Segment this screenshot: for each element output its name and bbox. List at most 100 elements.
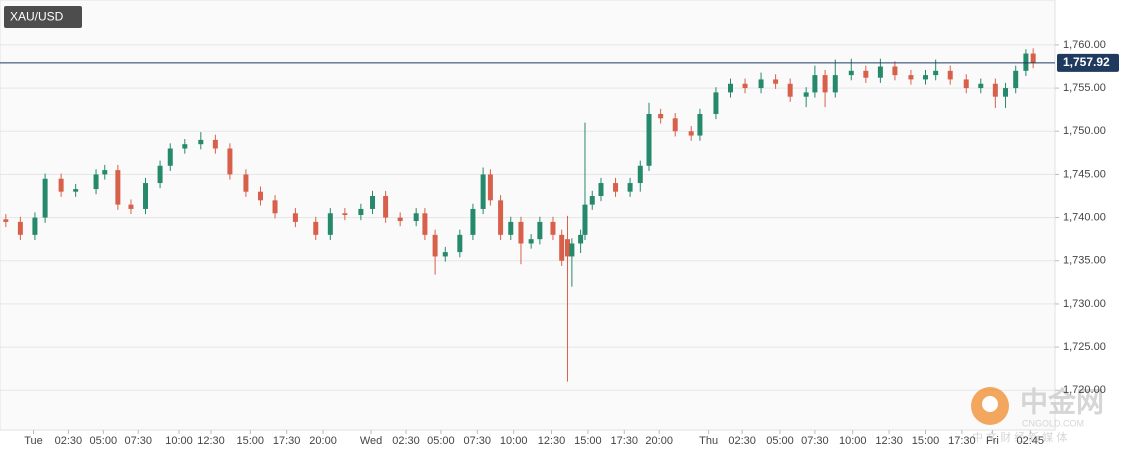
x-tick-label: 10:00	[165, 435, 193, 447]
candle-body	[578, 234, 584, 244]
x-tick-label: 05:00	[90, 435, 118, 447]
candle-body	[773, 79, 779, 84]
candle-body	[342, 213, 348, 215]
candle-body	[198, 139, 204, 145]
candle-body	[397, 217, 403, 222]
candle-body	[877, 66, 883, 78]
x-tick-label: 02:30	[392, 435, 420, 447]
candle-body	[358, 208, 364, 215]
candle-body	[212, 139, 218, 149]
candle-body	[947, 70, 953, 80]
x-tick-label: Thu	[699, 435, 718, 447]
candle-body	[508, 221, 514, 235]
x-tick-label: 05:00	[427, 435, 455, 447]
candle-body	[672, 118, 678, 132]
y-tick-label: 1,750.00	[1063, 125, 1106, 137]
candle-body	[537, 221, 543, 240]
candle-body	[313, 221, 319, 235]
x-tick-label: 17:30	[273, 435, 301, 447]
x-tick-label: 20:00	[309, 435, 337, 447]
candle-body	[832, 75, 838, 93]
x-tick-label: 20:00	[645, 435, 673, 447]
x-tick-label: Tue	[24, 435, 43, 447]
candle-body	[598, 183, 604, 197]
candle-body	[658, 113, 664, 119]
symbol-badge	[4, 6, 82, 28]
candle-body	[713, 92, 719, 114]
x-tick-label: 17:30	[948, 435, 976, 447]
x-tick-label: 12:30	[875, 435, 903, 447]
y-tick-label: 1,725.00	[1063, 341, 1106, 353]
candle-body	[613, 183, 619, 192]
candle-body	[480, 174, 486, 209]
candle-body	[413, 213, 419, 222]
candle-body	[892, 66, 898, 76]
y-tick-label: 1,720.00	[1063, 384, 1106, 396]
candle-body	[1013, 70, 1019, 89]
candle-body	[470, 208, 476, 235]
x-tick-label: 02:30	[55, 435, 83, 447]
x-tick-label: 17:30	[611, 435, 639, 447]
candle-body	[637, 165, 643, 184]
candle-body	[42, 178, 48, 218]
candle-body	[518, 221, 524, 244]
candle-body	[93, 174, 99, 190]
candle-body	[272, 200, 278, 214]
watermark-logo-inner	[982, 396, 998, 412]
candle-body	[73, 189, 79, 192]
y-tick-label: 1,740.00	[1063, 211, 1106, 223]
candle-body	[383, 196, 389, 218]
candle-body	[442, 252, 448, 257]
x-tick-label: 10:00	[500, 435, 528, 447]
candle-body	[978, 83, 984, 89]
candle-body	[559, 234, 565, 261]
candle-body	[697, 113, 703, 136]
candle-body	[550, 221, 556, 235]
x-tick-label: 15:00	[237, 435, 265, 447]
candle-body	[3, 219, 9, 222]
watermark-slogan: 中 文 财 经 新 媒 体	[972, 430, 1067, 444]
candle-body	[963, 79, 969, 89]
plot-area	[0, 0, 1056, 431]
watermark: 中金网 CNGOLD.COM 中 文 财 经 新 媒 体	[971, 385, 1104, 444]
candle-body	[487, 174, 493, 201]
candle-body	[688, 131, 694, 136]
candle-body	[115, 170, 121, 205]
candle-body	[992, 83, 998, 97]
candle-body	[370, 196, 376, 209]
candle-body	[327, 213, 333, 235]
x-tick-label: 02:45	[1016, 435, 1044, 447]
candle-body	[227, 148, 233, 175]
candle-body	[257, 191, 263, 201]
candle-body	[822, 75, 828, 93]
candle-body	[569, 243, 575, 257]
watermark-brand: 中金网	[1020, 385, 1104, 417]
candle-body	[167, 148, 173, 166]
x-tick-label: 07:30	[464, 435, 492, 447]
candle-body	[157, 165, 163, 184]
x-tick-label: 07:30	[124, 435, 152, 447]
x-tick-label: Fri	[986, 435, 999, 447]
candle-body	[58, 178, 64, 192]
y-tick-label: 1,730.00	[1063, 298, 1106, 310]
candle-body	[812, 75, 818, 93]
candle-body	[803, 92, 809, 97]
candle-body	[565, 239, 571, 257]
candle-body	[933, 70, 939, 76]
candle-body	[432, 234, 438, 257]
candle-body	[1023, 53, 1029, 71]
price-badge	[1057, 53, 1119, 72]
candle-body	[128, 204, 134, 209]
candle-body	[292, 213, 298, 222]
y-tick-label: 1,755.00	[1063, 82, 1106, 94]
candle-body	[758, 79, 764, 89]
candle-body	[143, 183, 149, 209]
candle-body	[1003, 88, 1009, 97]
x-tick-label: 02:30	[728, 435, 756, 447]
candle-body	[457, 234, 463, 253]
x-tick-label: 05:00	[766, 435, 794, 447]
candle-body	[787, 83, 793, 97]
watermark-site: CNGOLD.COM	[1022, 418, 1084, 428]
chart-title: XAU/USD	[10, 10, 64, 24]
